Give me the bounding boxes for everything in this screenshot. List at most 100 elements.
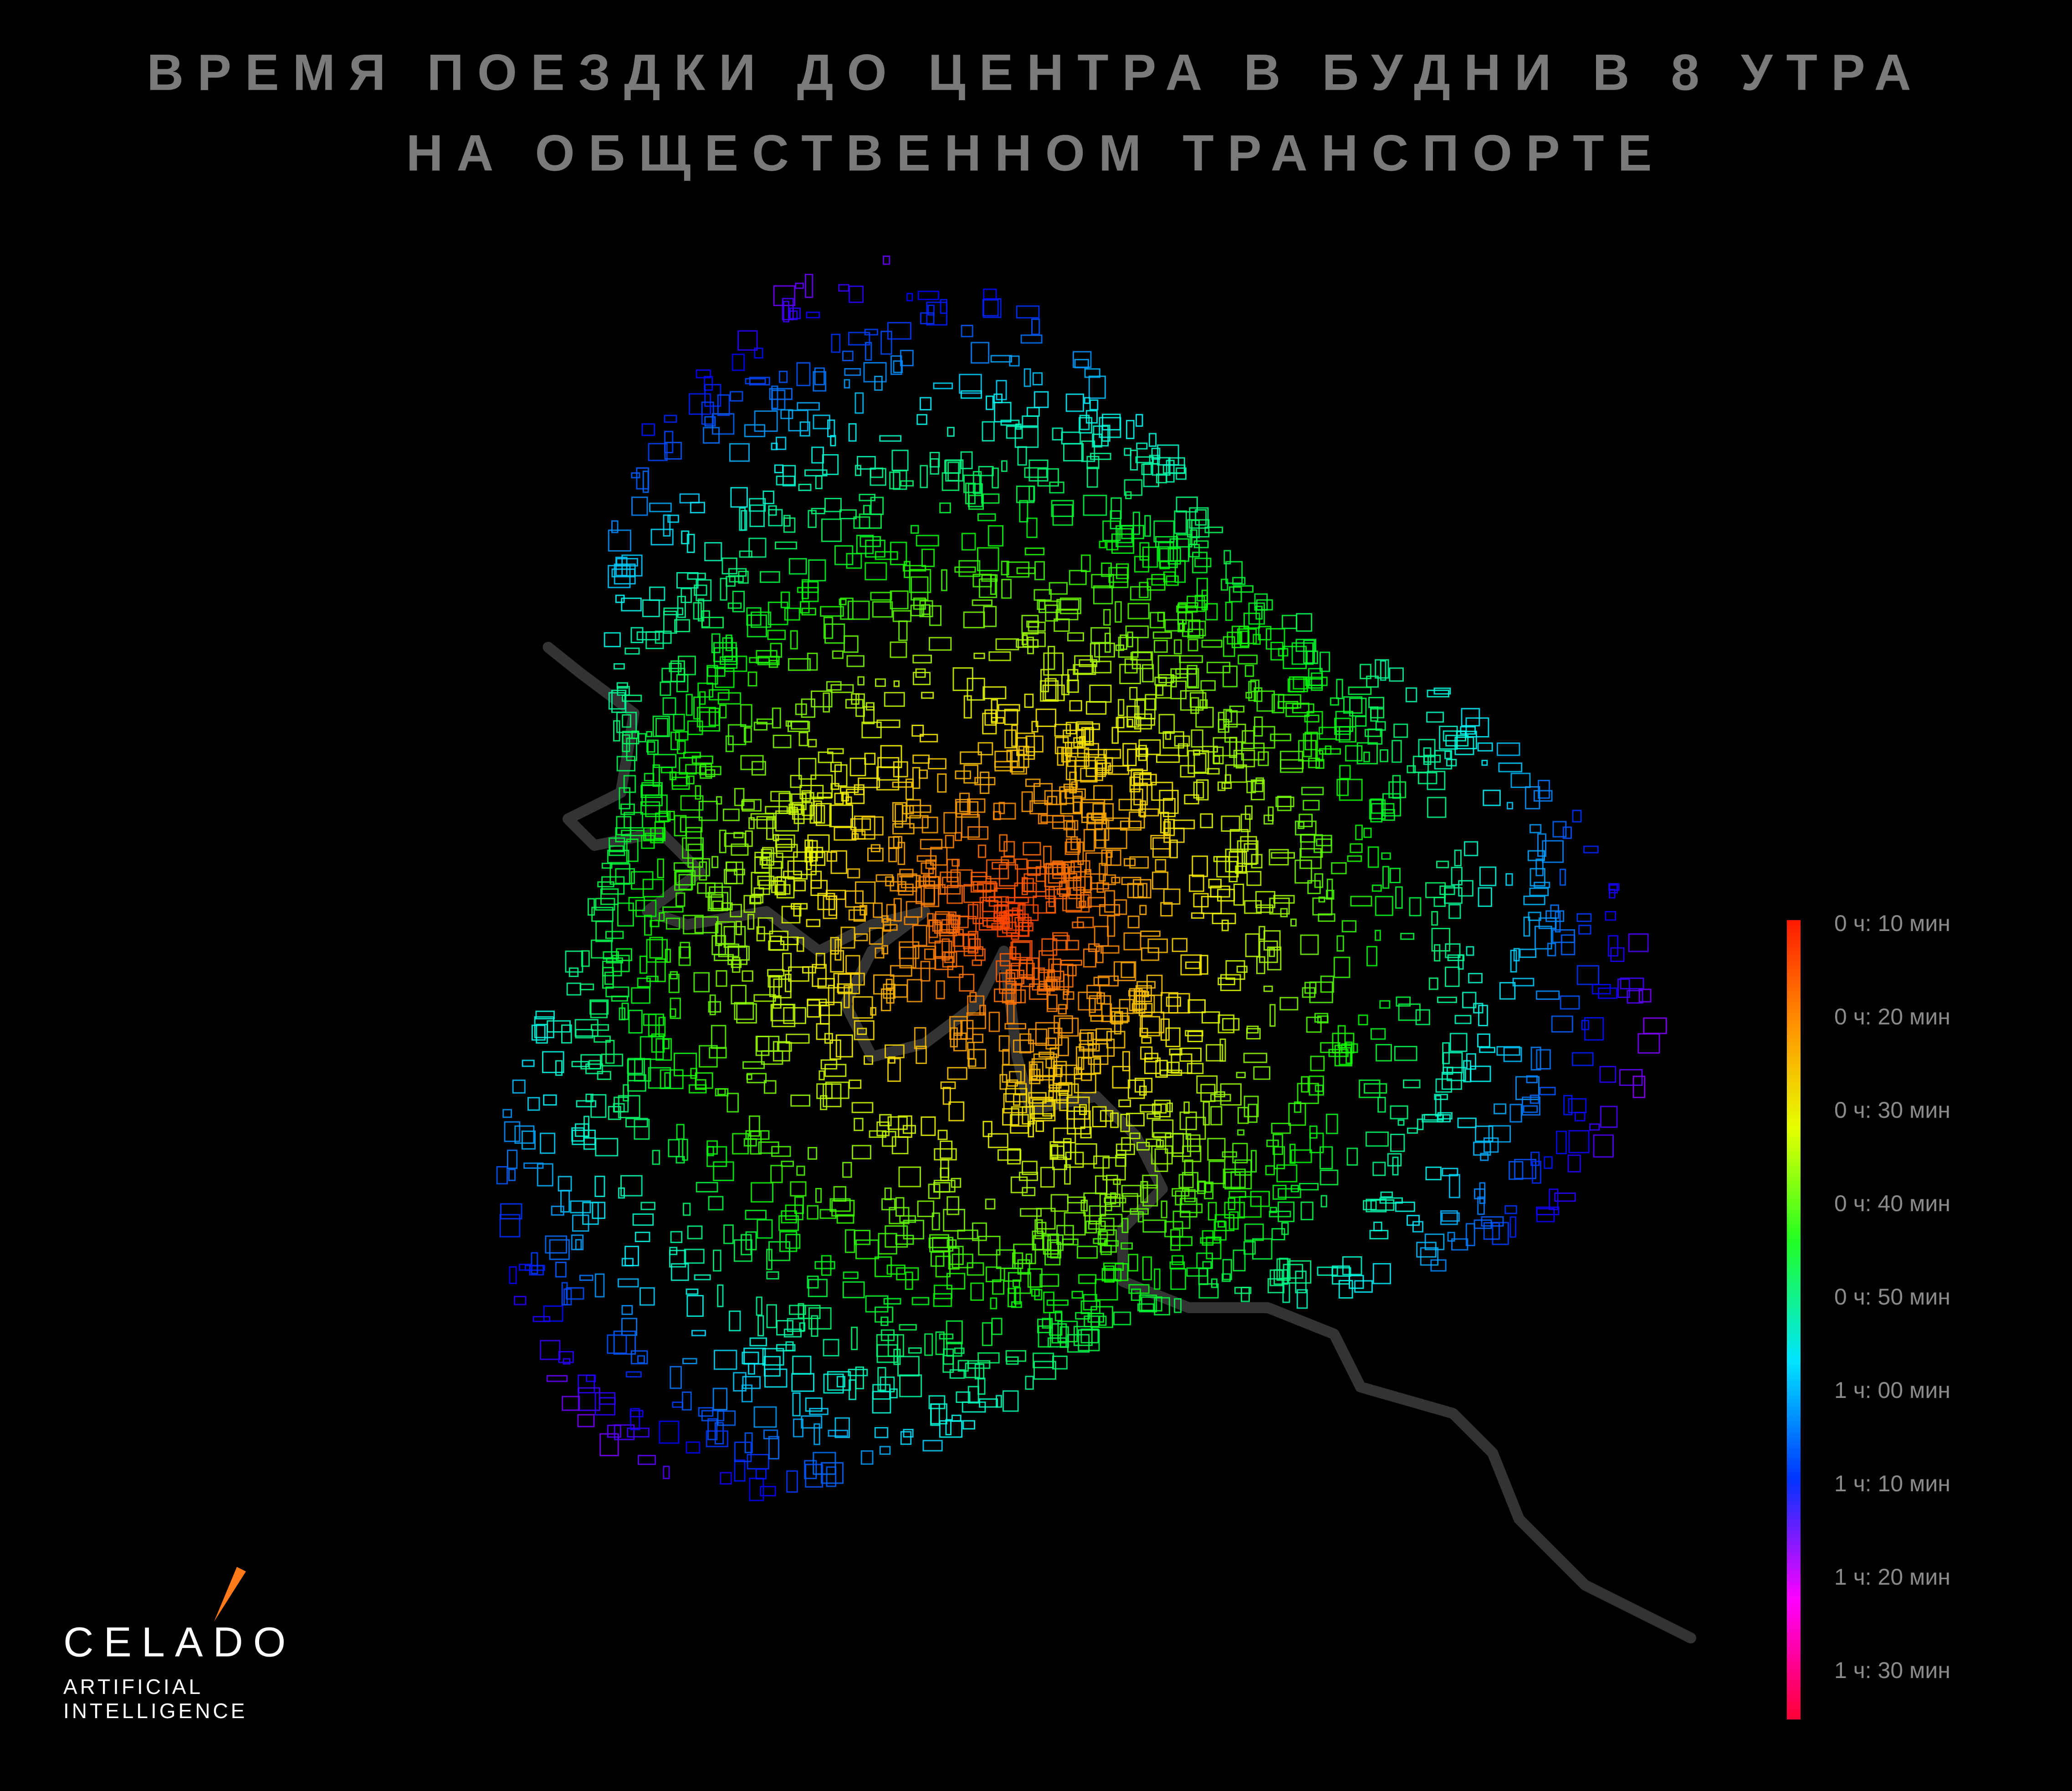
building-block xyxy=(634,1058,651,1082)
legend-label: 0 ч: 20 мин xyxy=(1834,1004,1950,1029)
building-block xyxy=(790,1095,811,1107)
building-block xyxy=(1224,723,1246,743)
building-block xyxy=(616,682,628,689)
building-block xyxy=(1014,426,1039,448)
building-block xyxy=(1375,659,1389,679)
building-block xyxy=(1028,459,1049,482)
building-block xyxy=(1559,869,1566,886)
building-block xyxy=(701,617,724,629)
building-block xyxy=(924,948,935,960)
building-block xyxy=(597,1071,611,1080)
building-block xyxy=(935,1331,945,1355)
building-block xyxy=(1272,1134,1284,1155)
building-block xyxy=(1139,905,1147,915)
building-block xyxy=(943,1209,965,1232)
building-block xyxy=(1139,1085,1147,1096)
building-block xyxy=(908,1347,922,1354)
building-block xyxy=(993,988,1015,1003)
building-block xyxy=(815,1188,822,1203)
building-block xyxy=(540,1132,556,1154)
legend-label: 0 ч: 30 мин xyxy=(1834,1097,1950,1123)
building-block xyxy=(727,602,742,609)
building-block xyxy=(770,1165,783,1183)
building-block xyxy=(687,720,703,735)
building-block xyxy=(665,917,680,930)
building-block xyxy=(961,814,980,838)
building-block xyxy=(1380,1191,1393,1198)
building-block xyxy=(1243,1095,1259,1117)
building-block xyxy=(534,1016,554,1039)
building-block xyxy=(558,1176,572,1192)
building-block xyxy=(830,850,847,874)
building-block xyxy=(1229,706,1245,713)
building-block xyxy=(695,1072,713,1089)
building-block xyxy=(982,686,1007,700)
building-block xyxy=(1439,885,1455,895)
building-block xyxy=(988,651,1011,661)
building-block xyxy=(662,906,684,913)
building-block xyxy=(824,623,845,644)
building-block xyxy=(1002,1064,1025,1083)
building-block xyxy=(851,833,859,840)
building-block xyxy=(1447,1232,1455,1242)
building-block xyxy=(693,696,701,720)
building-block xyxy=(1407,1127,1418,1134)
building-block xyxy=(1201,640,1223,648)
building-block xyxy=(685,764,706,774)
building-block xyxy=(1285,702,1310,717)
building-block xyxy=(979,1398,998,1408)
building-block xyxy=(1334,1044,1352,1067)
building-block xyxy=(912,754,930,764)
building-block xyxy=(1177,612,1193,633)
building-block xyxy=(1166,575,1179,586)
building-block xyxy=(1445,967,1460,987)
building-block xyxy=(1067,632,1084,642)
building-block xyxy=(1578,925,1591,935)
building-block xyxy=(955,770,971,779)
building-block xyxy=(1029,983,1048,1000)
building-block xyxy=(902,1125,916,1134)
building-block xyxy=(927,304,935,316)
building-block xyxy=(832,650,844,659)
building-block xyxy=(826,681,842,691)
building-block xyxy=(1218,711,1225,730)
building-block xyxy=(1538,917,1557,929)
building-block xyxy=(1536,1206,1560,1215)
building-block xyxy=(1099,1315,1107,1326)
building-block xyxy=(728,568,747,577)
building-block xyxy=(1123,932,1141,951)
building-block xyxy=(804,839,813,863)
building-block xyxy=(1006,969,1018,979)
building-block xyxy=(951,916,969,928)
building-block xyxy=(664,430,674,453)
building-block xyxy=(1228,1197,1236,1210)
building-block xyxy=(641,423,655,436)
building-block xyxy=(664,414,677,423)
building-block xyxy=(1127,631,1133,648)
building-block xyxy=(1172,938,1188,952)
building-block xyxy=(1110,510,1121,530)
building-block xyxy=(899,869,914,878)
building-block xyxy=(1593,1134,1614,1158)
building-block xyxy=(764,1356,781,1377)
building-block xyxy=(1370,1199,1395,1211)
building-block xyxy=(1028,1028,1048,1044)
building-block xyxy=(663,1465,670,1479)
building-block xyxy=(663,610,677,634)
building-block xyxy=(1610,947,1625,962)
building-block xyxy=(1047,1234,1064,1251)
building-block xyxy=(824,1064,847,1077)
legend-label: 1 ч: 30 мин xyxy=(1834,1658,1950,1683)
building-block xyxy=(1165,1133,1184,1154)
building-block xyxy=(1473,1141,1491,1156)
logo-accent xyxy=(214,1567,246,1622)
building-block xyxy=(1022,1187,1036,1197)
building-block xyxy=(1274,1146,1285,1169)
building-block xyxy=(1136,414,1143,427)
building-block xyxy=(686,1441,701,1454)
building-block xyxy=(1376,1044,1392,1062)
building-block xyxy=(767,629,786,640)
building-block xyxy=(791,793,807,810)
building-block xyxy=(747,1362,755,1375)
building-block xyxy=(640,801,660,815)
